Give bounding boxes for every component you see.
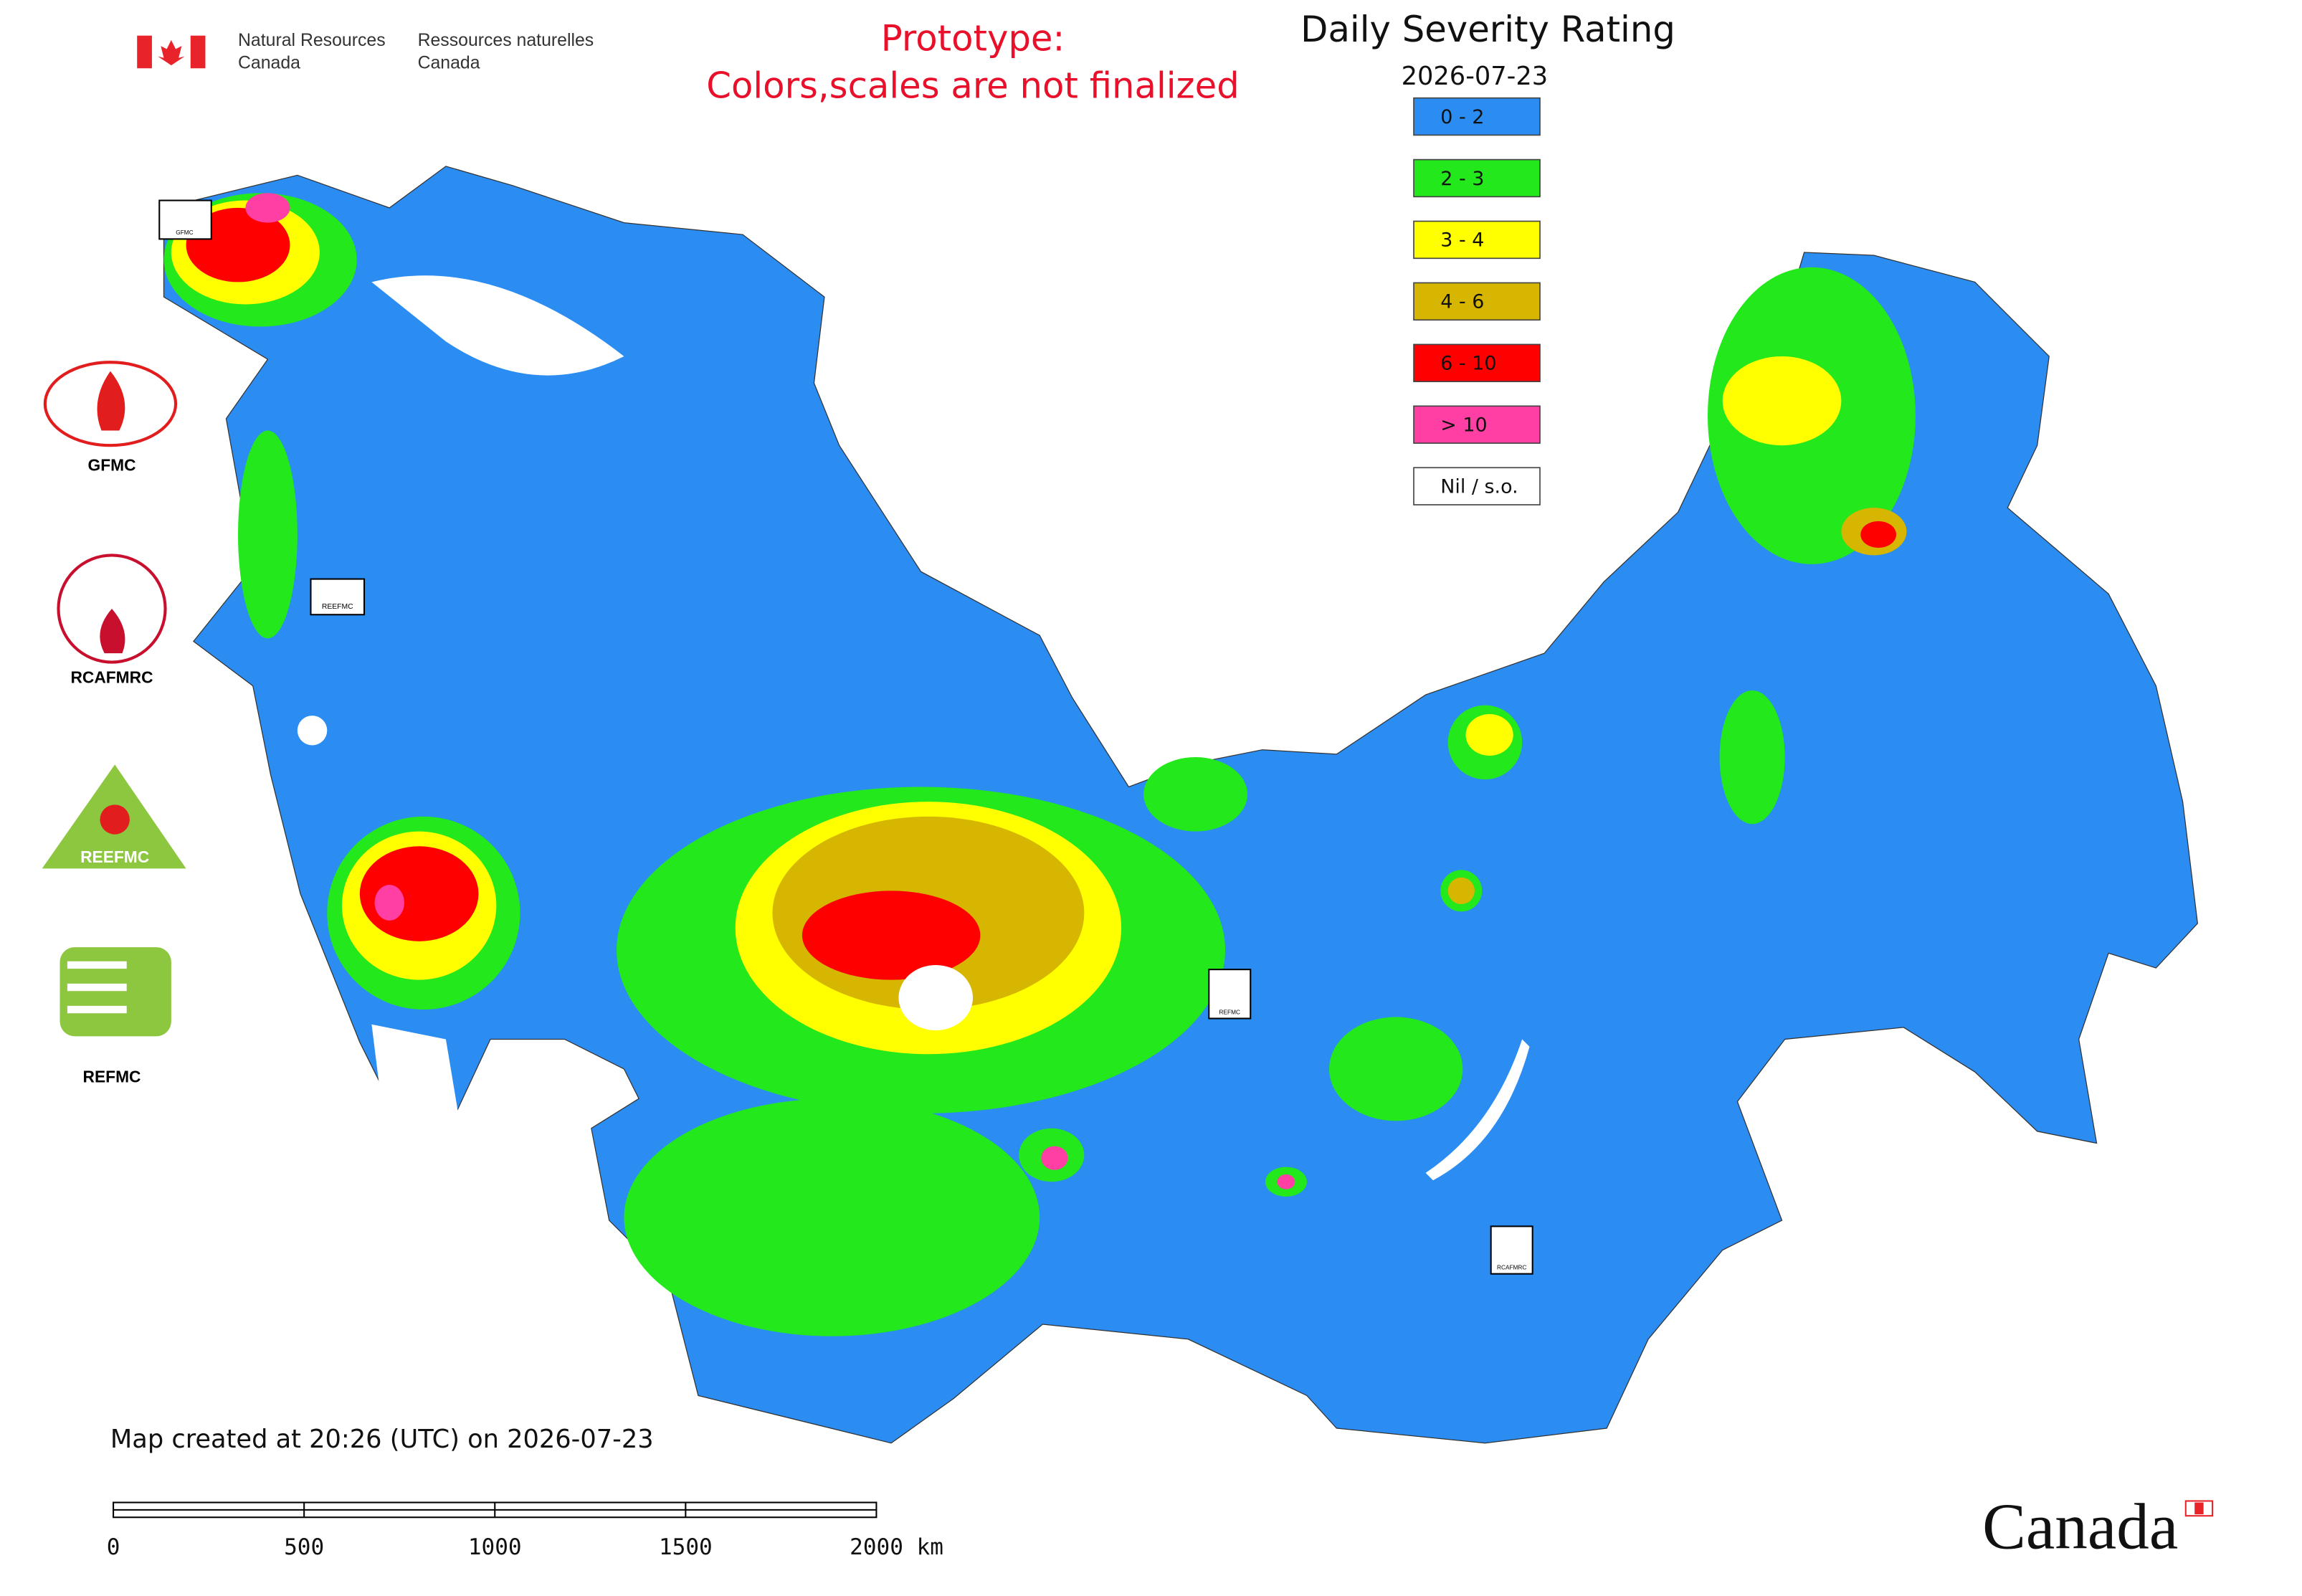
- severity-zone: [238, 430, 298, 639]
- org-en: Natural Resources: [238, 31, 386, 50]
- wordmark: Canada: [1982, 1491, 2214, 1563]
- caspian: [371, 1024, 461, 1188]
- logo-shape: [100, 804, 130, 835]
- date: 2026-07-23: [1402, 62, 1549, 91]
- legend-swatch: [1413, 343, 1541, 382]
- legend-label: 4 - 6: [1440, 291, 1484, 313]
- severity-zone: [374, 885, 404, 921]
- severity-zone: [245, 193, 290, 223]
- map-logo-label: REFMC: [1219, 1009, 1240, 1015]
- severity-zone: [1041, 1146, 1068, 1170]
- legend-swatch: [1413, 220, 1541, 260]
- map: GFMC REEFMC REFMC RCAFMRC: [158, 166, 2198, 1444]
- scale-label: 1000: [468, 1534, 522, 1560]
- flag-bar: [190, 35, 206, 69]
- logo-shape: [43, 361, 178, 447]
- legend-swatch: [1413, 467, 1541, 505]
- legend-label: Nil / s.o.: [1440, 475, 1518, 498]
- severity-zone: [802, 890, 981, 980]
- severity-zone: [1719, 690, 1785, 825]
- scale-bar: 0 500 1000 1500 2000 km: [107, 1501, 943, 1560]
- maple-leaf: [158, 39, 185, 66]
- severity-zone: [1860, 521, 1896, 548]
- nil-zone: [898, 964, 974, 1031]
- header: Natural Resources Canada Ressources natu…: [137, 9, 1675, 107]
- side-logos: GFMC RCAFMRC REEFMC REFMC: [42, 361, 186, 1086]
- legend-label: 3 - 4: [1440, 229, 1484, 252]
- legend: 0 - 2 2 - 3 3 - 4 4 - 6 6 - 10 > 10 Nil / s.o.: [1413, 97, 1541, 505]
- org-fr: Ressources naturelles: [418, 31, 594, 50]
- map-logo-label: GFMC: [176, 229, 193, 236]
- legend-swatch: [1413, 97, 1541, 136]
- severity-zone: [1447, 877, 1475, 905]
- wordmark-flag: [2194, 1502, 2204, 1515]
- map-logo-label: RCAFMRC: [1497, 1264, 1526, 1270]
- severity-zone: [624, 1098, 1040, 1336]
- footer: Map created at 20:26 (UTC) on 2026-07-23: [110, 1425, 654, 1454]
- legend-swatch: [1413, 282, 1541, 321]
- logo-shape: [60, 947, 171, 1037]
- logo-label: GFMC: [87, 455, 135, 474]
- org-fr: Canada: [418, 53, 480, 72]
- notice: Prototype:: [881, 17, 1065, 59]
- legend-swatch: [1413, 405, 1541, 444]
- severity-zone: [1722, 356, 1842, 446]
- flag-bar: [137, 35, 152, 69]
- white-sea: [371, 275, 624, 376]
- scale-label: 2000 km: [850, 1534, 943, 1560]
- logo-label: REFMC: [83, 1068, 141, 1086]
- map-logo: GFMC REEFMC REFMC RCAFMRC: [158, 199, 1533, 1275]
- severity-zone: [1465, 714, 1513, 756]
- map-logo-label: REEFMC: [322, 603, 353, 611]
- scale-label: 500: [284, 1534, 324, 1560]
- legend-label: 0 - 2: [1440, 106, 1484, 128]
- legend-label: > 10: [1440, 414, 1487, 437]
- nil-zone: [297, 716, 328, 746]
- severity-zone: [1143, 757, 1248, 832]
- legend-swatch: [1413, 158, 1541, 198]
- title: Daily Severity Rating: [1300, 9, 1675, 50]
- severity-zone: [1277, 1174, 1295, 1189]
- logo-label: REEFMC: [80, 847, 149, 866]
- logo-shape: [67, 961, 127, 1014]
- legend-label: 2 - 3: [1440, 168, 1484, 190]
- baikal: [1425, 1039, 1530, 1181]
- legend-label: 6 - 10: [1440, 353, 1496, 375]
- scale-label: 1500: [659, 1534, 713, 1560]
- notice: Colors,scales are not finalized: [706, 65, 1239, 107]
- scale-label: 0: [107, 1534, 120, 1560]
- logo-label: RCAFMRC: [70, 668, 153, 687]
- wordmark-text: Canada: [1982, 1491, 2178, 1563]
- org-en: Canada: [238, 53, 300, 72]
- logo-shape: [97, 371, 125, 431]
- severity-zone: [1328, 1017, 1463, 1121]
- logo-shape: [100, 608, 125, 654]
